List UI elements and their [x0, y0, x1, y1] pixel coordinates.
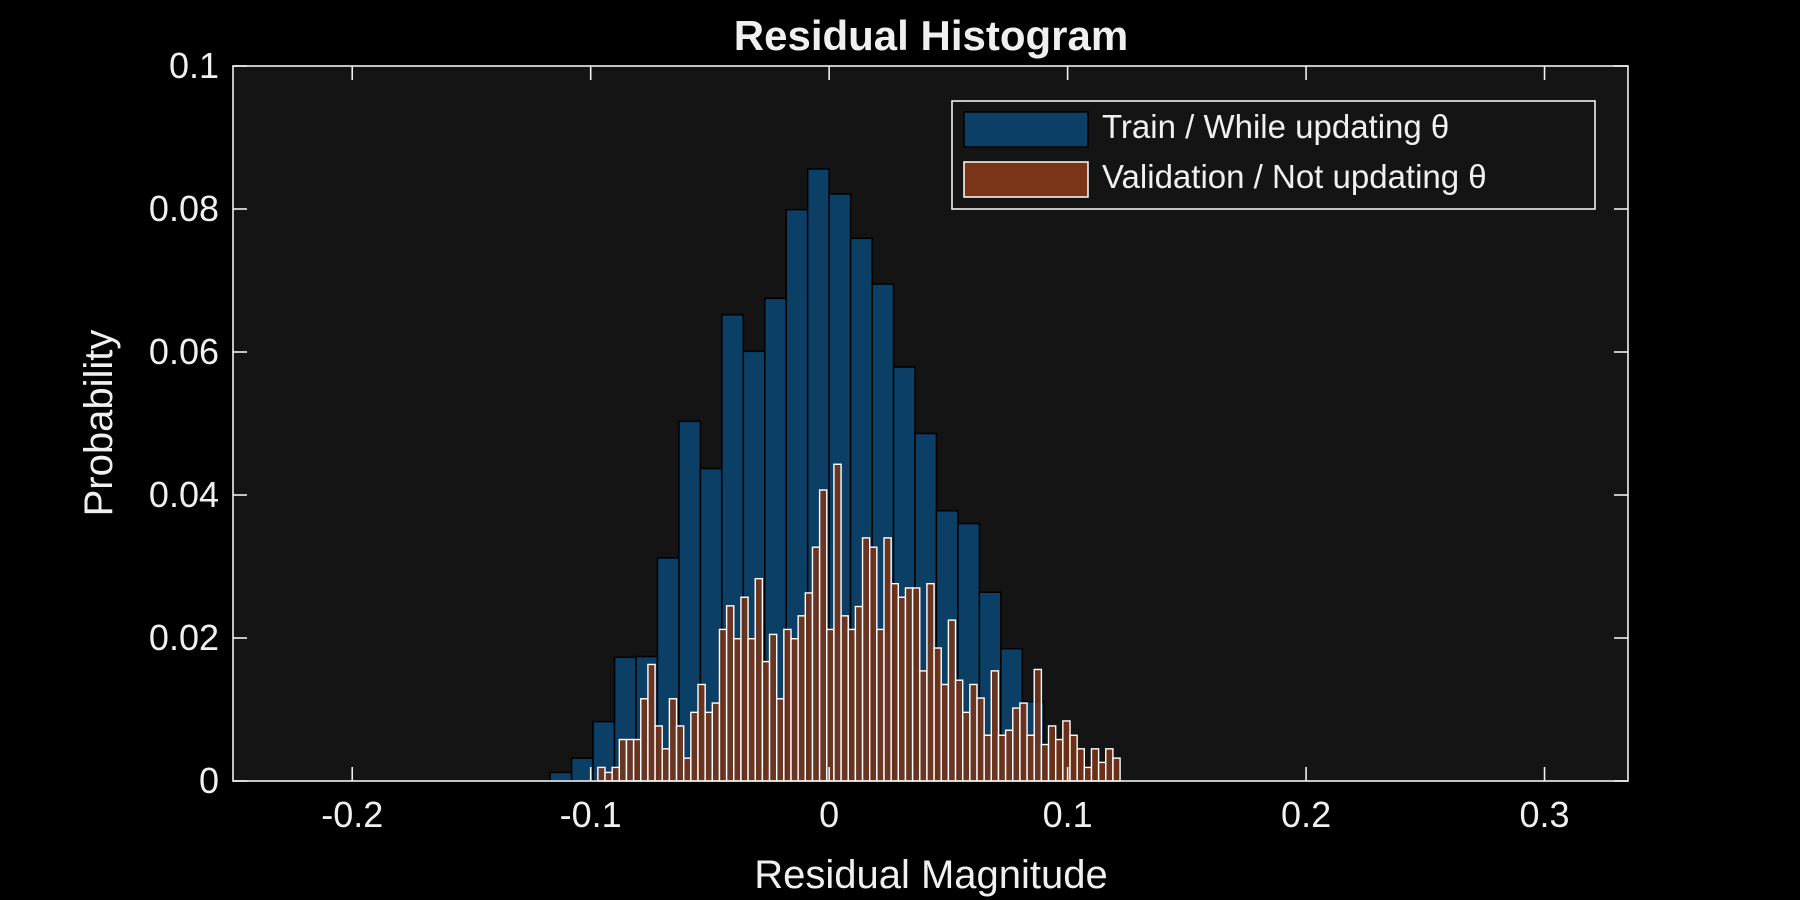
validation-bar: [818, 489, 828, 782]
x-tick-label: -0.2: [321, 794, 383, 835]
validation-bar: [690, 711, 699, 782]
validation-bar: [718, 628, 728, 782]
validation-bar: [1040, 743, 1050, 782]
validation-bar: [1083, 766, 1093, 782]
validation-bar: [661, 748, 671, 782]
validation-bar: [1033, 668, 1043, 782]
validation-bar: [647, 663, 656, 782]
legend-swatch-validation: [963, 161, 1089, 198]
validation-bar: [876, 628, 885, 782]
validation-bar: [740, 596, 749, 782]
validation-bar: [1069, 734, 1078, 782]
y-tick-label: 0.06: [149, 331, 219, 372]
validation-bar: [919, 670, 928, 782]
train-bar: [570, 757, 594, 782]
validation-bar: [947, 619, 957, 782]
validation-bar: [997, 734, 1007, 782]
validation-bar: [1076, 748, 1086, 782]
validation-bar: [861, 537, 871, 782]
validation-bar: [697, 683, 706, 782]
validation-bar: [897, 596, 907, 782]
validation-bar: [632, 738, 642, 782]
x-tick-label: 0: [819, 794, 839, 835]
x-tick-label: 0.2: [1281, 794, 1331, 835]
validation-bar: [1105, 748, 1114, 782]
validation-bar: [611, 766, 621, 782]
y-axis-label: Probability: [77, 330, 121, 517]
validation-bar: [904, 587, 914, 782]
chart-title: Residual Histogram: [734, 12, 1128, 59]
legend: Train / While updating θ Validation / No…: [951, 100, 1596, 210]
validation-bar: [668, 698, 678, 782]
validation-bar: [868, 546, 878, 782]
validation-bar: [833, 463, 842, 782]
validation-bar: [954, 679, 964, 782]
validation-bar: [890, 582, 900, 782]
validation-bar: [625, 738, 635, 782]
validation-bar: [725, 605, 735, 782]
validation-bar: [640, 698, 649, 782]
validation-bar: [704, 711, 714, 782]
axis-tick-labels: -0.2 -0.1 0 0.1 0.2 0.3 0 0.02 0.04 0.06 0.08 0.1: [149, 45, 1570, 835]
validation-bar: [1062, 720, 1071, 782]
validation-bar: [775, 698, 785, 782]
validation-bar: [597, 766, 606, 782]
legend-label-validation: Validation / Not updating θ: [1102, 158, 1487, 195]
validation-bar: [733, 638, 742, 782]
validation-bar: [604, 771, 613, 782]
validation-bar: [1054, 738, 1064, 782]
validation-bar: [797, 615, 807, 782]
validation-bar: [990, 670, 1000, 782]
validation-bar: [754, 577, 764, 782]
validation-bar: [1019, 702, 1028, 782]
validation-bar: [1012, 707, 1021, 782]
validation-bar: [883, 537, 892, 782]
x-tick-label: -0.1: [560, 794, 622, 835]
x-tick-label: 0.1: [1043, 794, 1093, 835]
validation-bar: [926, 582, 935, 782]
x-axis-label: Residual Magnitude: [754, 853, 1108, 897]
validation-bar: [1004, 729, 1014, 782]
validation-bar: [761, 660, 771, 782]
y-tick-label: 0.02: [149, 617, 219, 658]
validation-bar: [840, 615, 849, 782]
validation-bar: [976, 697, 985, 782]
y-tick-label: 0.08: [149, 188, 219, 229]
validation-bar: [933, 647, 942, 782]
y-tick-label: 0.04: [149, 474, 219, 515]
validation-bar: [1026, 734, 1035, 782]
y-tick-label: 0.1: [169, 45, 219, 86]
validation-bar: [1097, 761, 1107, 782]
validation-bar: [768, 633, 778, 782]
train-bar: [549, 771, 573, 782]
validation-bar: [961, 711, 971, 782]
validation-bar: [747, 638, 756, 782]
validation-bar: [654, 725, 663, 782]
validation-bar: [711, 702, 721, 782]
axis-ticks: [233, 65, 1628, 782]
legend-swatch-train: [963, 111, 1089, 148]
validation-bar: [983, 734, 993, 782]
validation-bar: [969, 683, 978, 782]
x-tick-label: 0.3: [1520, 794, 1570, 835]
validation-bar: [682, 757, 692, 782]
validation-bar: [1047, 725, 1057, 782]
y-tick-label: 0: [199, 760, 219, 801]
validation-bar: [940, 683, 950, 782]
validation-bar: [911, 587, 921, 782]
validation-bar: [675, 725, 685, 782]
validation-bar: [847, 628, 857, 782]
axes-frame: [232, 65, 1629, 782]
validation-bar: [790, 638, 799, 782]
validation-bar: [1112, 757, 1121, 782]
validation-bar: [618, 738, 628, 782]
validation-bar: [783, 628, 792, 782]
validation-bar: [804, 592, 814, 782]
validation-bar: [854, 605, 864, 782]
legend-label-train: Train / While updating θ: [1102, 108, 1449, 145]
validation-bar: [811, 546, 821, 782]
validation-bar: [826, 628, 835, 782]
validation-bar: [1090, 748, 1100, 782]
